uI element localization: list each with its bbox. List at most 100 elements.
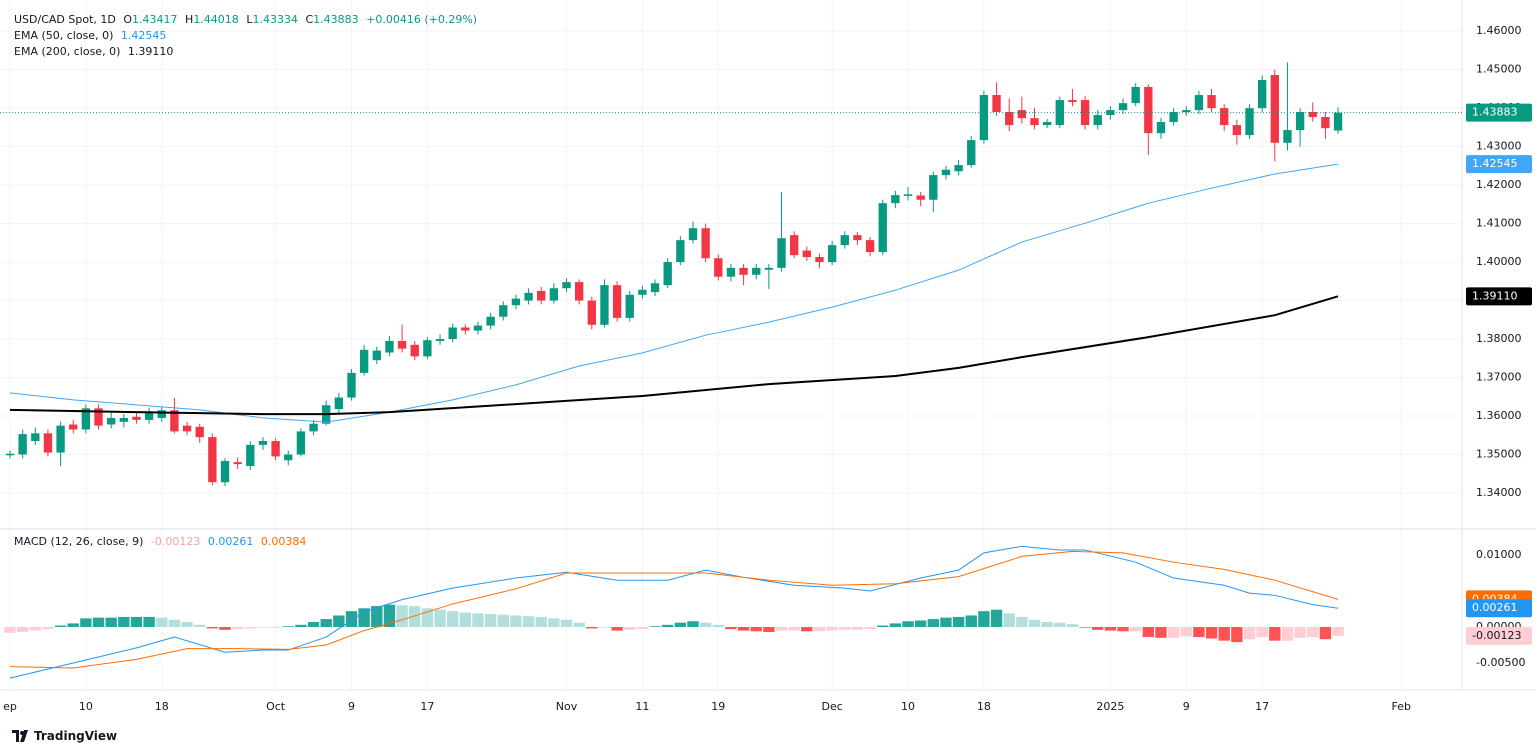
y-tick-label: 1.41000 (1476, 217, 1522, 230)
histogram-bar (434, 609, 446, 627)
candle-body (347, 372, 356, 398)
histogram-bar (472, 613, 484, 627)
candle-body (1220, 108, 1229, 126)
histogram-bar (1332, 626, 1344, 636)
y-tick-label: 1.37000 (1476, 371, 1522, 384)
ohlc-label: H (185, 13, 194, 26)
histogram-bar (877, 625, 889, 627)
candle-body (549, 288, 559, 301)
price-legend: USD/CAD Spot, 1D O1.43417 H1.44018 L1.43… (14, 12, 481, 60)
candle-body (1194, 95, 1204, 111)
last-price-label-bg (1466, 103, 1532, 122)
histogram-bar (168, 619, 181, 627)
candle-body (1308, 111, 1317, 117)
candle-body (574, 282, 584, 301)
candle-body (1295, 111, 1305, 131)
histogram-bar (763, 626, 775, 633)
candle-body (600, 285, 609, 325)
histogram-bar (611, 626, 623, 631)
last-price-label: 1.43883 (1472, 106, 1518, 119)
y-tick-label: 1.42000 (1476, 178, 1522, 191)
histogram-bar (851, 626, 864, 630)
histogram-bar (16, 626, 29, 633)
histogram-bar (674, 622, 687, 627)
x-tick-label: 10 (901, 700, 915, 713)
candle-body (461, 327, 470, 331)
candle-body (752, 267, 761, 275)
candle-body (638, 289, 647, 295)
y-tick-label: 1.43000 (1476, 140, 1522, 153)
histogram-bar (320, 619, 332, 627)
candle-body (1017, 110, 1027, 119)
candle-body (1333, 112, 1343, 131)
candle-body (220, 461, 230, 483)
candle-body (1257, 80, 1267, 109)
brand[interactable]: TradingView (12, 729, 117, 743)
candle-body (5, 453, 15, 456)
indicator-value: -0.00123 (150, 535, 201, 548)
candle-body (802, 250, 811, 258)
y-tick-label: 1.36000 (1476, 409, 1522, 422)
y-tick-label: 1.45000 (1476, 63, 1522, 76)
histogram-bar (269, 626, 282, 628)
histogram-bar (990, 609, 1003, 627)
candle-body (296, 431, 306, 455)
candle-body (1005, 111, 1014, 126)
histogram-bar (446, 611, 459, 627)
candle-body (1169, 111, 1178, 122)
candle-body (284, 454, 293, 461)
candle-body (1118, 103, 1128, 111)
histogram-bar (80, 618, 92, 627)
candle-body (891, 195, 900, 204)
indicator-value: 0.00384 (260, 535, 307, 548)
candle-body (423, 340, 432, 357)
candle-body (1093, 115, 1102, 126)
macd-legend[interactable]: MACD (12, 26, close, 9) -0.00123 0.00261… (14, 534, 310, 550)
candle-body (764, 267, 774, 270)
candle-body (562, 282, 571, 289)
y-tick-label: 1.35000 (1476, 447, 1522, 460)
histogram-bar (459, 612, 472, 627)
indicator-value: 1.39110 (127, 45, 174, 58)
candle-body (1131, 86, 1140, 104)
candle-body (119, 417, 128, 422)
candle-body (359, 349, 369, 373)
indicator-name: MACD (12, 26, close, 9) (14, 535, 144, 548)
histogram-bar (636, 626, 649, 630)
candle-body (967, 140, 976, 166)
candle-body (1182, 110, 1191, 112)
histogram-bar (130, 616, 143, 627)
ohlc-value: 1.43417 (132, 13, 178, 26)
ema-row[interactable]: EMA (200, close, 0) 1.39110 (14, 44, 481, 60)
histogram-bar (54, 625, 67, 627)
histogram-bar (826, 626, 838, 631)
x-tick-label: 9 (1183, 700, 1190, 713)
candle-body (929, 175, 938, 200)
candle-body (612, 285, 622, 318)
histogram-bar (345, 611, 358, 627)
histogram-bar (307, 621, 320, 627)
histogram-bar (914, 620, 927, 627)
candle-body (587, 300, 596, 325)
ohlc-value: 1.43883 (313, 13, 359, 26)
histogram-bar (295, 624, 307, 627)
ema-row[interactable]: EMA (50, close, 0) 1.42545 (14, 28, 481, 44)
histogram-bar (788, 626, 800, 631)
histogram-bar (194, 624, 206, 627)
x-tick-label: Oct (266, 700, 286, 713)
y-tick-label: -0.00500 (1476, 656, 1525, 669)
candle-body (258, 441, 268, 445)
symbol[interactable]: USD/CAD Spot, 1D (14, 13, 116, 26)
x-tick-label: Nov (556, 700, 578, 713)
candle-body (208, 437, 217, 483)
histogram-bar (497, 614, 509, 627)
candle-body (372, 350, 381, 361)
histogram-bar (813, 626, 826, 632)
candle-body (107, 417, 116, 425)
histogram-label: -0.00123 (1472, 629, 1521, 642)
y-tick-label: 1.46000 (1476, 24, 1522, 37)
histogram-bar (1028, 619, 1041, 627)
histogram-label-bg (1466, 626, 1532, 645)
candle-body (170, 410, 179, 432)
